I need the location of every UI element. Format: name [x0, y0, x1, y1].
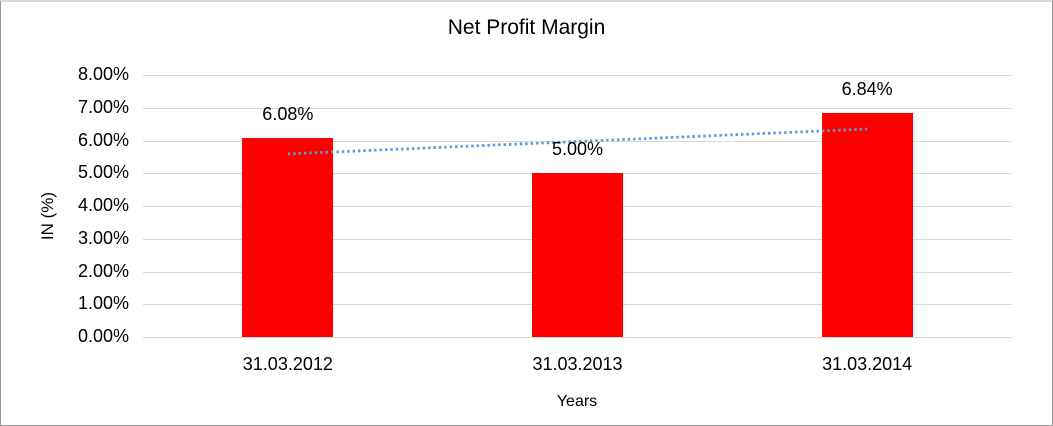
y-tick-label: 3.00% — [77, 227, 129, 248]
x-tick-label: 31.03.2014 — [822, 354, 913, 374]
x-tick-label: 31.03.2012 — [242, 354, 333, 374]
bar-31.03.2013 — [532, 173, 623, 337]
y-tick-label: 5.00% — [77, 162, 129, 183]
y-tick-label: 8.00% — [77, 64, 129, 84]
gridline — [143, 75, 1012, 76]
y-tick-label: 0.00% — [77, 326, 129, 346]
y-tick-label: 1.00% — [77, 293, 129, 314]
chart-title: Net Profit Margin — [447, 16, 606, 39]
y-tick-label: 6.00% — [77, 129, 129, 150]
gridline — [143, 140, 1012, 142]
x-tick-label: 31.03.2013 — [532, 354, 623, 374]
y-tick-label: 7.00% — [77, 96, 129, 117]
y-tick-label: 2.00% — [77, 260, 129, 281]
bar-31.03.2012 — [242, 137, 334, 337]
gridline — [143, 107, 1012, 109]
bar-value-label: 5.00% — [551, 139, 604, 160]
plot-area: 6.08% 5.00% 6.84% — [143, 75, 1012, 338]
bar-value-label: 6.08% — [262, 103, 314, 124]
y-tick-label: 4.00% — [77, 195, 129, 215]
bar-31.03.2014 — [821, 112, 913, 337]
x-axis-line — [143, 337, 1012, 338]
bar-value-label: 6.84% — [841, 78, 893, 99]
x-axis-title: Years — [556, 393, 598, 410]
